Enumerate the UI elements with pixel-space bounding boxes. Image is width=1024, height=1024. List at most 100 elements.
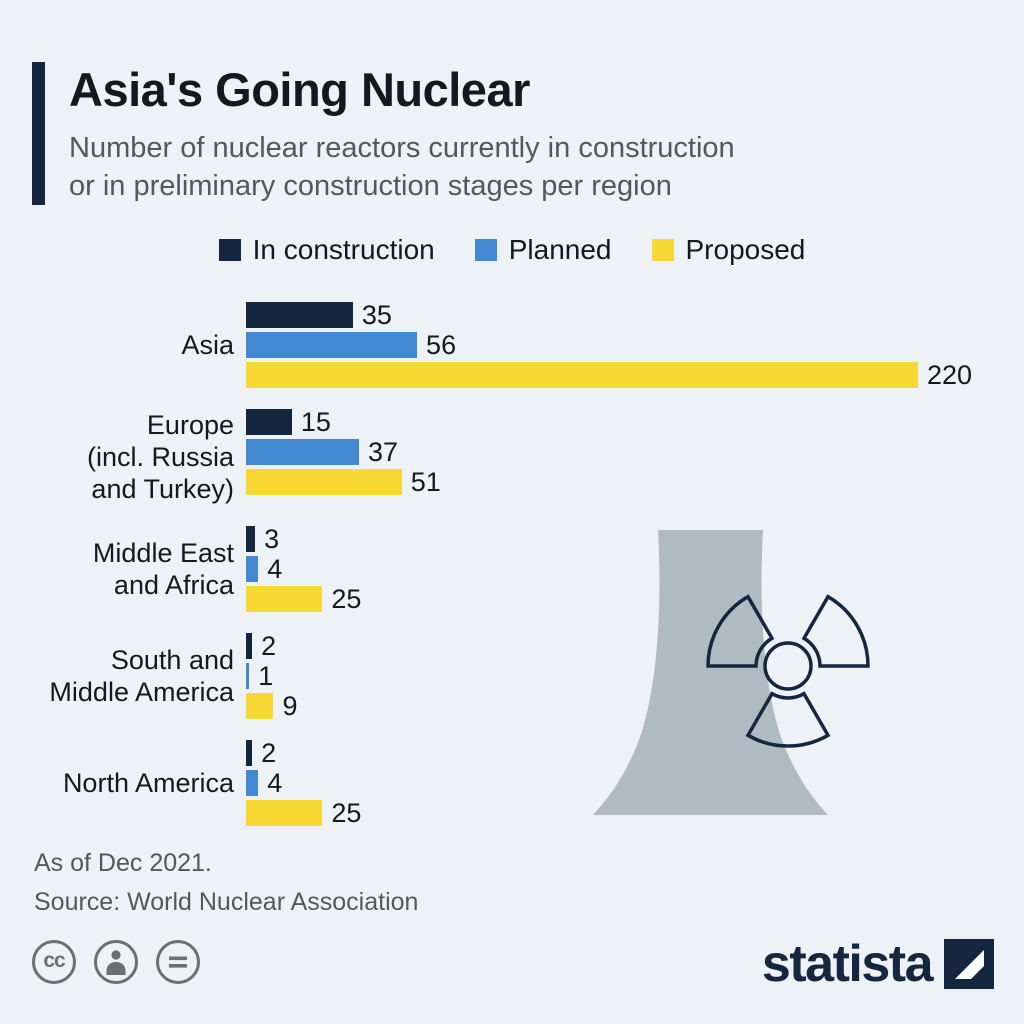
chart-row-0: Asia 35 56 220 <box>32 299 973 390</box>
bar-value-label: 25 <box>331 583 362 614</box>
bar-proposed <box>246 469 402 495</box>
category-label: Asia <box>32 302 246 388</box>
category-label-line: Europe <box>146 410 234 440</box>
bar-proposed <box>246 800 323 826</box>
bar-planned <box>246 770 259 796</box>
cooling-tower-graphic <box>578 528 888 824</box>
header-text: Asia's Going Nuclear Number of nuclear r… <box>69 62 735 205</box>
category-label: Europe (incl. Russia and Turkey) <box>32 409 246 505</box>
bar-line: 220 <box>246 359 973 390</box>
legend-swatch <box>651 239 674 261</box>
as-of-note: As of Dec 2021. <box>34 849 212 877</box>
bar-line: 4 <box>246 767 361 798</box>
bar-in-construction <box>246 409 292 435</box>
bar-line: 35 <box>246 299 972 330</box>
bar-in-construction <box>246 740 253 766</box>
category-label-line: and Turkey) <box>91 474 234 504</box>
license-icons: cc <box>32 940 200 984</box>
bar-group: 35 56 220 <box>246 299 973 390</box>
bar-chart: Asia 35 56 220 Europe (incl. Russia and Turkey… <box>32 299 973 847</box>
category-label-line: Middle America <box>49 677 234 707</box>
bar-line: 37 <box>246 436 441 467</box>
subtitle-line-1: Number of nuclear reactors currently in … <box>69 132 735 164</box>
attribution-icon <box>94 940 138 984</box>
cooling-tower-icon <box>593 530 870 815</box>
legend-swatch <box>474 239 497 261</box>
bar-planned <box>246 556 259 582</box>
category-label-line: (incl. Russia <box>86 442 234 472</box>
person-icon <box>106 949 126 975</box>
page-title: Asia's Going Nuclear <box>69 63 530 116</box>
bar-planned <box>246 332 418 358</box>
chart-row-3: South and Middle America 2 1 9 <box>32 630 972 721</box>
chart-row-2: Middle East and Africa 3 4 25 <box>32 523 972 614</box>
source-note: Source: World Nuclear Association <box>34 888 419 916</box>
bar-line: 15 <box>246 406 441 437</box>
bar-line: 2 <box>246 737 361 768</box>
legend-item-proposed: Proposed <box>651 234 806 266</box>
bar-proposed <box>246 693 274 719</box>
bar-line: 4 <box>246 553 361 584</box>
statista-brand: statista <box>762 934 994 994</box>
bar-value-label: 2 <box>261 737 277 768</box>
bar-value-label: 2 <box>261 630 277 661</box>
no-derivatives-icon <box>156 940 200 984</box>
statista-logo-mark <box>944 939 994 989</box>
legend-item-planned: Planned <box>474 234 612 266</box>
bar-group: 2 4 25 <box>246 737 362 828</box>
bar-planned <box>246 439 360 465</box>
bar-value-label: 3 <box>264 523 280 554</box>
creative-commons-icon: cc <box>32 940 76 984</box>
category-label-line: North America <box>62 768 234 798</box>
radiation-symbol-icon <box>706 594 870 748</box>
legend-label: Planned <box>508 234 612 265</box>
bar-value-label: 51 <box>410 466 441 497</box>
chart-row-1: Europe (incl. Russia and Turkey) 15 37 51 <box>32 406 972 505</box>
footnote: As of Dec 2021. Source: World Nuclear As… <box>34 844 418 922</box>
subtitle: Number of nuclear reactors currently in … <box>69 129 735 205</box>
bar-value-label: 4 <box>267 767 283 798</box>
bar-line: 2 <box>246 630 298 661</box>
bar-value-label: 37 <box>368 436 399 467</box>
chart-row-4: North America 2 4 25 <box>32 737 972 828</box>
bar-line: 51 <box>246 466 441 497</box>
title-accent-bar <box>32 62 45 205</box>
legend-label: Proposed <box>685 234 806 265</box>
header: Asia's Going Nuclear Number of nuclear r… <box>32 62 735 205</box>
bar-line: 25 <box>246 797 362 828</box>
legend: In construction Planned Proposed <box>0 234 1024 266</box>
bar-line: 56 <box>246 330 972 360</box>
bar-line: 9 <box>246 690 298 721</box>
bar-in-construction <box>246 302 353 328</box>
bar-planned <box>246 663 250 689</box>
legend-swatch <box>218 239 241 261</box>
bar-line: 25 <box>246 583 362 614</box>
bar-value-label: 15 <box>300 406 331 437</box>
bar-group: 3 4 25 <box>246 523 362 614</box>
category-label-line: and Africa <box>113 570 234 600</box>
legend-label: In construction <box>252 234 435 265</box>
bar-value-label: 35 <box>361 299 392 330</box>
bar-value-label: 1 <box>258 660 274 691</box>
bar-value-label: 25 <box>331 797 362 828</box>
category-label: North America <box>32 740 246 826</box>
subtitle-line-2: or in preliminary construction stages pe… <box>69 170 672 202</box>
bar-value-label: 4 <box>267 553 283 584</box>
bar-group: 15 37 51 <box>246 406 441 505</box>
category-label: South and Middle America <box>32 633 246 719</box>
bar-in-construction <box>246 633 253 659</box>
bar-proposed <box>246 362 918 388</box>
bar-value-label: 9 <box>282 690 298 721</box>
statista-logo-text: statista <box>761 935 934 993</box>
category-label-line: South and <box>110 645 234 675</box>
bar-line: 3 <box>246 523 361 554</box>
equals-icon <box>169 956 187 968</box>
cc-letters: cc <box>43 949 65 972</box>
bar-in-construction <box>246 526 256 552</box>
category-label-line: Asia <box>181 330 234 360</box>
bar-proposed <box>246 586 323 612</box>
category-label: Middle East and Africa <box>32 526 246 612</box>
bar-value-label: 220 <box>927 359 973 390</box>
